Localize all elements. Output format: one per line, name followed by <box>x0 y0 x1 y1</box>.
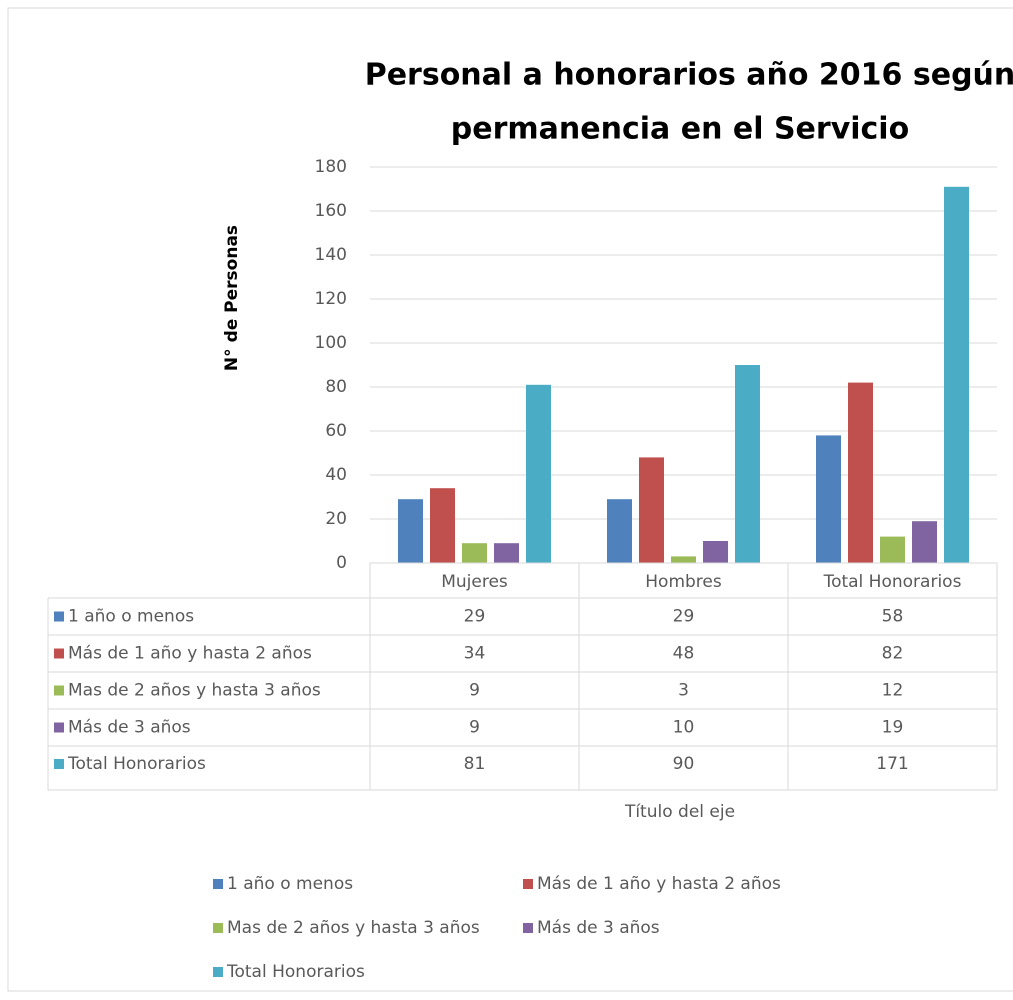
legend-label: Mas de 2 años y hasta 3 años <box>227 918 480 938</box>
table-cell: 12 <box>882 681 904 701</box>
y-tick-label: 160 <box>315 201 347 221</box>
y-tick-label: 100 <box>315 333 347 353</box>
legend-key <box>54 648 64 659</box>
table-row-label: Más de 3 años <box>68 718 191 738</box>
legend-key <box>213 967 223 977</box>
legend-key <box>523 879 533 889</box>
x-tick-label: Total Honorarios <box>823 572 962 592</box>
table-row-label: 1 año o menos <box>68 607 194 627</box>
table-cell: 82 <box>882 644 904 664</box>
bar <box>880 536 905 563</box>
bar <box>848 382 873 563</box>
table-row-label: Más de 1 año y hasta 2 años <box>68 644 312 664</box>
table-row-label: Total Honorarios <box>67 754 206 774</box>
table-cell: 9 <box>469 681 480 701</box>
legend-label: Total Honorarios <box>226 962 365 982</box>
table-cell: 90 <box>673 754 695 774</box>
bar <box>912 521 937 563</box>
legend-key <box>523 923 533 933</box>
x-axis-title: Título del eje <box>624 802 735 822</box>
table-row-label: Mas de 2 años y hasta 3 años <box>68 681 321 701</box>
bar <box>462 543 487 563</box>
legend-key <box>54 722 64 733</box>
bar <box>735 365 760 563</box>
chart-title: Personal a honorarios año 2016 según <box>365 58 1013 93</box>
table-cell: 10 <box>673 718 695 738</box>
y-tick-label: 80 <box>325 377 347 397</box>
y-tick-label: 20 <box>325 509 347 529</box>
legend-label: Más de 1 año y hasta 2 años <box>537 874 781 894</box>
bar <box>816 435 841 563</box>
table-cell: 58 <box>882 607 904 627</box>
chart-frame <box>7 7 1013 992</box>
y-axis-title: N° de Personas <box>222 225 242 371</box>
table-cell: 29 <box>673 607 695 627</box>
y-tick-label: 180 <box>315 157 347 177</box>
table-cell: 81 <box>464 754 486 774</box>
x-tick-label: Hombres <box>645 572 722 592</box>
chart-title: permanencia en el Servicio <box>451 112 909 147</box>
bar <box>494 543 519 563</box>
bar <box>526 384 551 563</box>
y-tick-label: 60 <box>325 421 347 441</box>
bar <box>671 556 696 563</box>
table-cell: 29 <box>464 607 486 627</box>
legend-key <box>213 879 223 889</box>
table-cell: 9 <box>469 718 480 738</box>
legend-label: Más de 3 años <box>537 918 660 938</box>
x-tick-label: Mujeres <box>441 572 508 592</box>
y-tick-label: 0 <box>336 553 347 573</box>
table-cell: 34 <box>464 644 486 664</box>
y-tick-label: 40 <box>325 465 347 485</box>
legend-label: 1 año o menos <box>227 874 353 894</box>
bar <box>944 186 969 564</box>
table-cell: 3 <box>678 681 689 701</box>
y-tick-label: 140 <box>315 245 347 265</box>
bar <box>639 457 664 563</box>
legend-key <box>213 923 223 933</box>
bar <box>398 499 423 563</box>
y-tick-label: 120 <box>315 289 347 309</box>
legend-key <box>54 759 64 769</box>
legend-key <box>54 685 64 696</box>
table-cell: 171 <box>876 754 908 774</box>
table-cell: 48 <box>673 644 695 664</box>
table-cell: 19 <box>882 718 904 738</box>
bar <box>703 541 728 563</box>
bar <box>607 499 632 563</box>
legend-key <box>54 611 64 622</box>
bar <box>430 488 455 563</box>
